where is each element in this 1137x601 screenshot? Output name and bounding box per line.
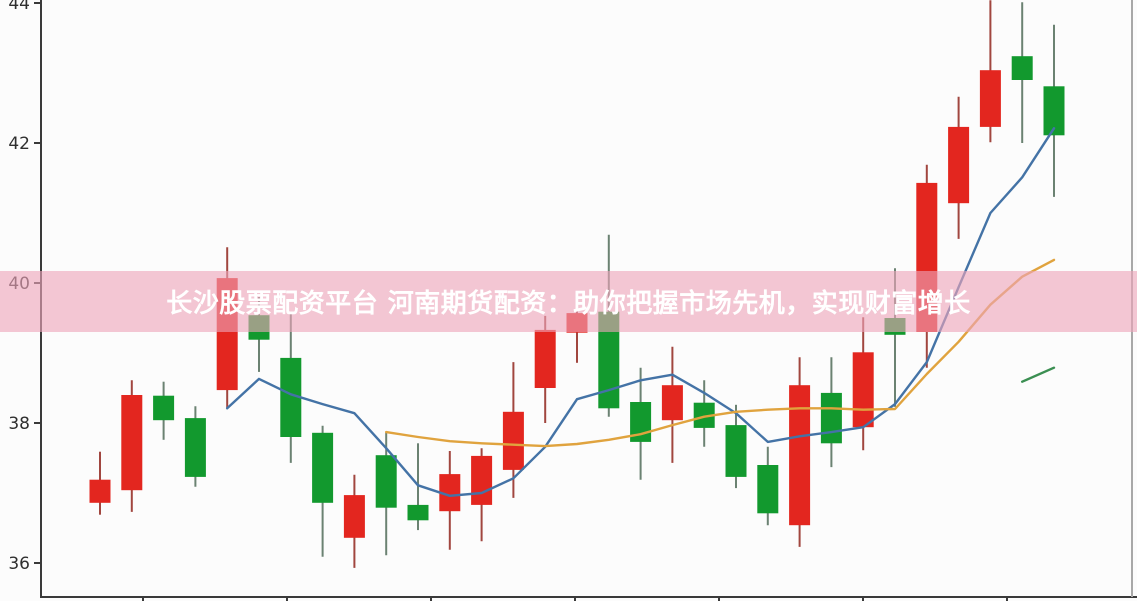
candle-body — [375, 455, 397, 508]
candle-body — [820, 392, 842, 444]
y-axis-label: 40 — [8, 274, 30, 294]
ma-mid-orange — [385, 258, 1056, 448]
candle-body — [725, 425, 747, 477]
ma-short-blue — [225, 127, 1056, 497]
candle-body — [471, 455, 493, 505]
candle-body — [184, 418, 206, 477]
candle-body — [884, 318, 906, 335]
candle-body — [153, 395, 175, 421]
candle-body — [948, 126, 970, 204]
candle-body — [852, 352, 874, 428]
candle-body — [661, 385, 683, 421]
candle-body — [89, 479, 111, 503]
candle-body — [916, 182, 938, 332]
candle-body — [1011, 56, 1033, 80]
y-axis-label: 44 — [8, 0, 30, 14]
candle-body — [439, 474, 461, 512]
candle-body — [598, 311, 620, 409]
candle-body — [789, 385, 811, 526]
candle-body — [312, 432, 334, 503]
candle-body — [407, 504, 429, 521]
y-axis-label: 36 — [8, 554, 30, 574]
candle-body — [979, 70, 1001, 127]
candle-body — [343, 495, 365, 538]
candle-body — [693, 402, 715, 428]
candle-body — [534, 329, 556, 388]
candle-body — [121, 395, 143, 491]
y-axis-label: 38 — [8, 414, 30, 434]
candle-body — [566, 313, 588, 333]
candle-body — [502, 411, 524, 470]
candle-body — [280, 357, 302, 437]
candle-body — [757, 465, 779, 514]
candle-body — [216, 278, 238, 391]
candle-body — [1043, 86, 1065, 136]
y-axis-label: 42 — [8, 134, 30, 154]
candle-body — [248, 315, 270, 340]
ma-long-green — [1021, 366, 1056, 383]
